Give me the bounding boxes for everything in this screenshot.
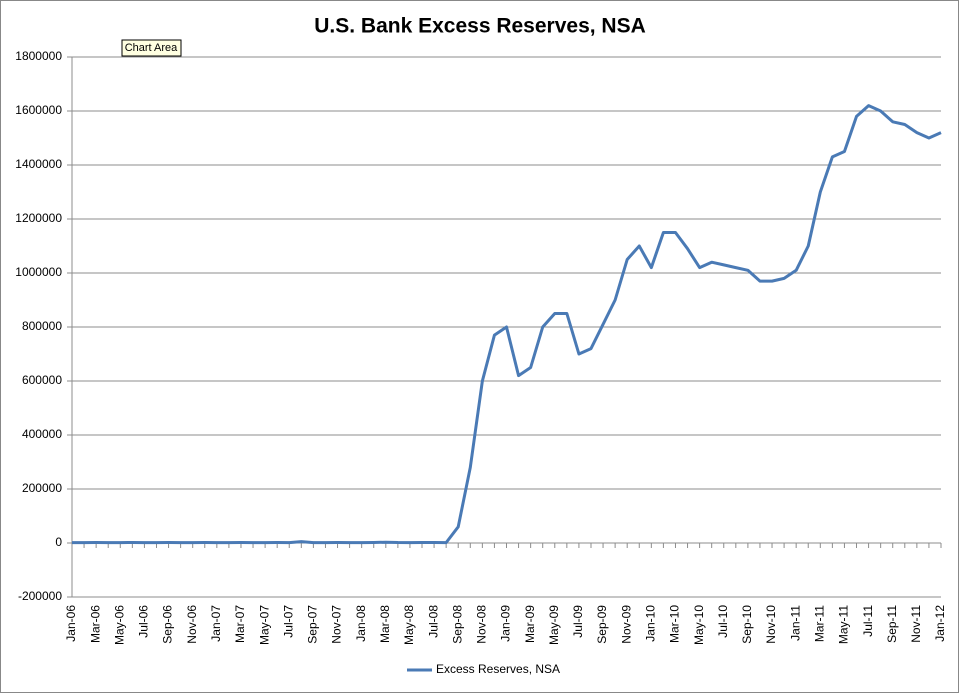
y-tick-label: 800000	[22, 319, 62, 333]
x-tick-label: Jan-12	[933, 605, 947, 642]
x-tick-label: Jan-09	[499, 605, 513, 642]
y-tick-label: 1000000	[15, 265, 62, 279]
y-tick-label: 400000	[22, 427, 62, 441]
x-tick-label: Nov-07	[330, 605, 344, 644]
x-tick-label: May-07	[257, 605, 271, 645]
x-tick-label: May-10	[692, 605, 706, 645]
legend-label: Excess Reserves, NSA	[436, 662, 560, 676]
y-tick-label: 200000	[22, 481, 62, 495]
x-tick-label: Sep-10	[740, 605, 754, 644]
x-tick-label: Nov-11	[909, 605, 923, 643]
x-tick-label: Sep-11	[885, 605, 899, 643]
x-tick-label: Sep-09	[595, 605, 609, 644]
y-tick-label: 1800000	[15, 49, 62, 63]
y-tick-label: 1200000	[15, 211, 62, 225]
tooltip-box	[121, 39, 182, 57]
x-tick-label: May-06	[112, 605, 126, 645]
x-tick-label: Mar-06	[88, 605, 102, 643]
x-tick-label: Sep-07	[306, 605, 320, 644]
x-tick-label: Mar-09	[523, 605, 537, 643]
chart-title: U.S. Bank Excess Reserves, NSA	[314, 15, 646, 38]
tooltip: Chart Area	[125, 42, 178, 54]
x-tick-label: Jan-07	[209, 605, 223, 642]
y-tick-label: 600000	[22, 373, 62, 387]
x-tick-label: Jul-11	[861, 605, 875, 637]
x-tick-label: Nov-09	[619, 605, 633, 644]
x-tick-label: Jan-06	[64, 605, 78, 642]
x-tick-label: May-08	[402, 605, 416, 645]
x-tick-label: Jul-09	[571, 605, 585, 638]
x-tick-label: Jul-06	[137, 605, 151, 638]
x-tick-label: Jul-07	[281, 605, 295, 638]
x-tick-label: Mar-10	[668, 605, 682, 643]
x-tick-label: Mar-08	[378, 605, 392, 643]
x-tick-label: Jan-10	[644, 605, 658, 642]
y-tick-label: 0	[55, 535, 62, 549]
x-tick-label: Mar-07	[233, 605, 247, 643]
y-tick-label: 1400000	[15, 157, 62, 171]
y-tick-label: 1600000	[15, 103, 62, 117]
y-tick-label: -200000	[18, 589, 62, 603]
x-tick-label: Sep-08	[450, 605, 464, 644]
x-tick-label: Mar-11	[812, 605, 826, 642]
data-line	[71, 104, 942, 545]
x-tick-label: May-09	[547, 605, 561, 645]
x-tick-label: May-11	[837, 605, 851, 644]
x-tick-label: Nov-08	[475, 605, 489, 644]
x-tick-label: Nov-06	[185, 605, 199, 644]
x-tick-label: Jan-08	[354, 605, 368, 642]
x-tick-label: Sep-06	[161, 605, 175, 644]
x-tick-label: Jul-10	[716, 605, 730, 638]
x-tick-label: Jul-08	[426, 605, 440, 638]
x-tick-label: Jan-11	[788, 605, 802, 641]
x-tick-label: Nov-10	[764, 605, 778, 644]
